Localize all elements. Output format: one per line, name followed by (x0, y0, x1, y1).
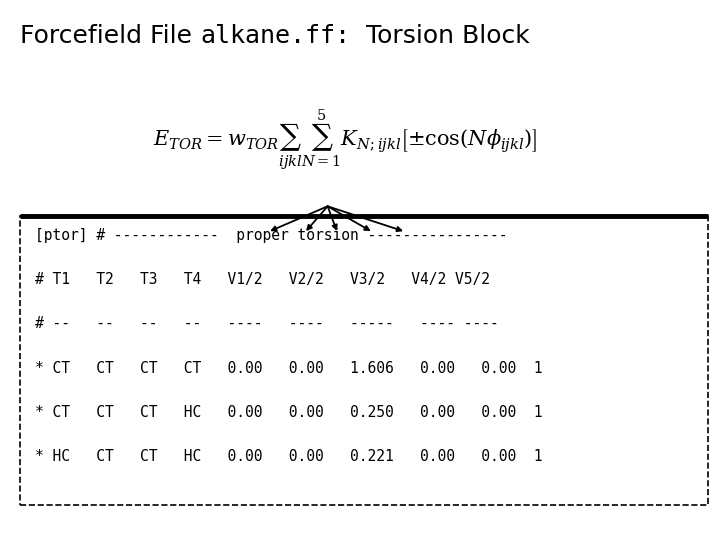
Text: * CT   CT   CT   CT   0.00   0.00   1.606   0.00   0.00  1: * CT CT CT CT 0.00 0.00 1.606 0.00 0.00 … (35, 361, 542, 376)
Text: # T1   T2   T3   T4   V1/2   V2/2   V3/2   V4/2 V5/2: # T1 T2 T3 T4 V1/2 V2/2 V3/2 V4/2 V5/2 (35, 272, 490, 287)
Text: Torsion Block: Torsion Block (350, 24, 530, 48)
Text: * HC   CT   CT   HC   0.00   0.00   0.221   0.00   0.00  1: * HC CT CT HC 0.00 0.00 0.221 0.00 0.00 … (35, 449, 542, 464)
Text: * CT   CT   CT   HC   0.00   0.00   0.250   0.00   0.00  1: * CT CT CT HC 0.00 0.00 0.250 0.00 0.00 … (35, 405, 542, 420)
Text: $E_{TOR} = w_{TOR} \sum_{ijkl} \sum_{N=1}^{5} K_{N;ijkl} \left[ \pm \cos(N\phi_{: $E_{TOR} = w_{TOR} \sum_{ijkl} \sum_{N=1… (153, 108, 538, 173)
Text: Forcefield File: Forcefield File (20, 24, 200, 48)
Text: # --   --   --   --   ----   ----   -----   ---- ----: # -- -- -- -- ---- ---- ----- ---- ---- (35, 316, 498, 332)
Text: alkane.ff:: alkane.ff: (200, 24, 350, 48)
Bar (20, 216, 708, 505)
Text: [ptor] # ------------  proper torsion ----------------: [ptor] # ------------ proper torsion ---… (35, 228, 507, 243)
